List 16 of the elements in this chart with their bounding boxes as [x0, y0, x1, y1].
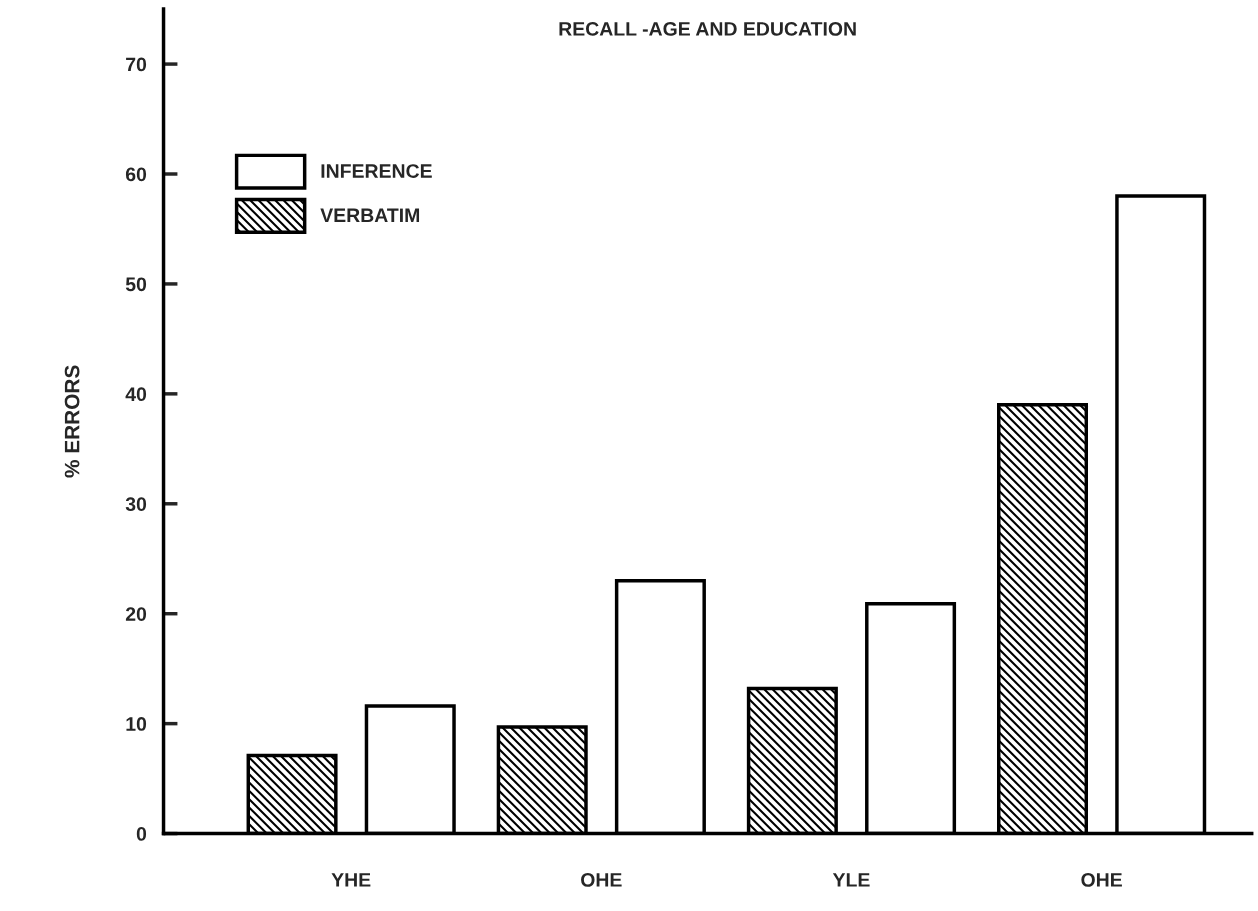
- legend-label: VERBATIM: [320, 208, 420, 222]
- x-tick-label: OHE: [1081, 872, 1122, 887]
- text: RECALL -AGE AND EDUCATION: [559, 21, 856, 36]
- legend-label: INFERENCE: [321, 164, 432, 178]
- y-tick-label: 10: [126, 717, 147, 731]
- x-tick-label: OHE: [581, 872, 622, 887]
- y-tick-label: 70: [126, 57, 147, 72]
- y-axis-title: % ERRORS: [64, 365, 80, 478]
- y-tick-label: 40: [125, 387, 147, 402]
- x-tick-label: YLE: [832, 873, 870, 887]
- y-tick-label: 30: [125, 497, 147, 512]
- y-tick-label: 0: [136, 827, 147, 841]
- y-tick-label: 20: [125, 607, 147, 621]
- y-tick-label: 60: [125, 167, 147, 182]
- x-tick-label: YHE: [331, 873, 371, 887]
- y-tick-label: 50: [125, 277, 147, 292]
